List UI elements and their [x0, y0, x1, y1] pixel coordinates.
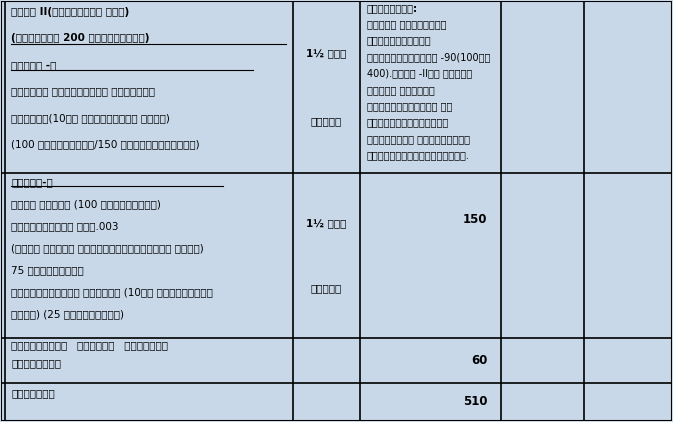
- Bar: [1, 1, 672, 173]
- Text: 1½ மணி: 1½ மணி: [306, 48, 347, 58]
- Text: கணக்கில் எடுத்துக்: கணக்கில் எடுத்துக்: [367, 134, 470, 144]
- Text: தரம்) (25 வினாக்கள்): தரம்) (25 வினாக்கள்): [11, 309, 125, 319]
- Text: 1½ மணி: 1½ மணி: [306, 218, 347, 228]
- Text: பகுதி அவிற்கான: பகுதி அவிற்கான: [367, 19, 446, 29]
- Text: பொது அறிவு (100 வினாக்கள்): பொது அறிவு (100 வினாக்கள்): [11, 199, 162, 209]
- Text: 75 வினாக்கள்: 75 வினாக்கள்: [11, 265, 84, 275]
- Text: மதிப்பெண்கள் -90(100ல்: மதிப்பெண்கள் -90(100ல்: [367, 52, 490, 62]
- Text: நேர்முகத்   தேர்வு   மற்றும்: நேர்முகத் தேர்வு மற்றும்: [11, 340, 168, 350]
- Text: 400).தாள் -IIன் பகுதி: 400).தாள் -IIன் பகுதி: [367, 68, 472, 78]
- Text: நிர்ணயத்திற்கு: நிர்ணயத்திற்கு: [367, 117, 449, 127]
- Text: பகுதி-ஆ: பகுதி-ஆ: [11, 177, 53, 187]
- Text: (மொத்தம் 200 வினாக்கள்): (மொத்தம் 200 வினாக்கள்): [11, 33, 150, 43]
- Text: மொத்தம்: மொத்தம்: [11, 388, 55, 398]
- Text: 510: 510: [463, 395, 487, 408]
- Text: திறனாய்வுத் தேர்வு (10ம் வகுப்புத்: திறனாய்வுத் தேர்வு (10ம் வகுப்புத்: [11, 287, 213, 297]
- Text: மதிப்பெண்கள் தர: மதிப்பெண்கள் தர: [367, 101, 452, 111]
- Text: (100 வினாக்கள்/150 மதிப்பெண்கள்): (100 வினாக்கள்/150 மதிப்பெண்கள்): [11, 139, 200, 149]
- Text: கொள்ளப்படமாட்டாது.: கொள்ளப்படமாட்டாது.: [367, 150, 470, 160]
- Bar: [1, 173, 672, 338]
- Bar: [1, 338, 672, 383]
- Text: குறிப்பு:: குறிப்பு:: [367, 3, 418, 13]
- Text: பகுதி -அ: பகுதி -அ: [11, 60, 57, 70]
- Text: ஆவணங்கள்: ஆவணங்கள்: [11, 358, 61, 368]
- Text: நேரம்: நேரம்: [311, 284, 342, 294]
- Text: தாள் II(கொள்குறி வகை): தாள் II(கொள்குறி வகை): [11, 7, 130, 17]
- Bar: [1, 383, 672, 421]
- Text: குறைந்தபட்ச: குறைந்தபட்ச: [367, 36, 431, 46]
- Text: கட்டாய தமிழ்மொழி தகுதித்: கட்டாய தமிழ்மொழி தகுதித்: [11, 86, 155, 96]
- Text: குறியீட்டு எண்.003: குறியீட்டு எண்.003: [11, 221, 119, 231]
- Text: (பொது அறிவு பட்டப்படிப்புத் தரம்): (பொது அறிவு பட்டப்படிப்புத் தரம்): [11, 243, 204, 253]
- Text: 60: 60: [471, 354, 487, 367]
- Text: 150: 150: [463, 213, 487, 226]
- Text: அவில் பெறும்: அவில் பெறும்: [367, 85, 434, 95]
- Text: நேரம்: நேரம்: [311, 116, 342, 127]
- Text: தேர்வு(10ம் வகுப்புத் தரம்): தேர்வு(10ம் வகுப்புத் தரம்): [11, 113, 170, 123]
